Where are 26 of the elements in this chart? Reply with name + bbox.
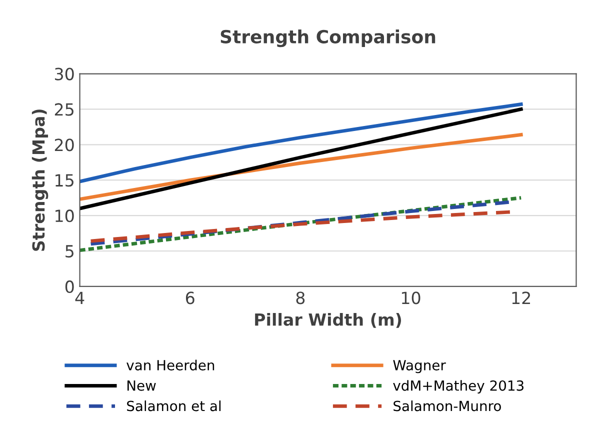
line-series xyxy=(89,210,512,243)
legend-label: Wagner xyxy=(393,360,446,374)
line-series xyxy=(80,196,523,252)
y-tick-label: 30 xyxy=(54,68,74,80)
x-tick-label: 6 xyxy=(186,292,194,304)
y-tick-label: 15 xyxy=(56,174,74,187)
legend-label: Salamon et al xyxy=(127,400,221,412)
legend-label: vdM+Mathey 2013 xyxy=(393,380,524,394)
x-tick-label: 10 xyxy=(402,292,420,304)
legend-label: New xyxy=(127,380,156,391)
legend-label: Salamon-Munro xyxy=(394,400,501,412)
chart-title: Strength Comparison xyxy=(220,30,436,48)
legend-label: van Heerden xyxy=(126,360,214,370)
x-tick-label: 12 xyxy=(512,292,530,304)
y-tick-label: 25 xyxy=(54,103,74,116)
line-series xyxy=(89,200,512,246)
line-series xyxy=(80,102,523,184)
y-tick-label: 10 xyxy=(56,210,74,222)
y-tick-label: 20 xyxy=(54,138,74,152)
x-tick-label: 4 xyxy=(75,292,84,304)
x-tick-label: 8 xyxy=(296,292,305,304)
y-axis-title: Strength (Mpa) xyxy=(32,110,48,251)
x-axis-title: Pillar Width (m) xyxy=(255,312,402,328)
y-tick-label: 0 xyxy=(65,280,74,294)
line-series xyxy=(80,107,523,210)
y-tick-label: 5 xyxy=(66,245,74,258)
